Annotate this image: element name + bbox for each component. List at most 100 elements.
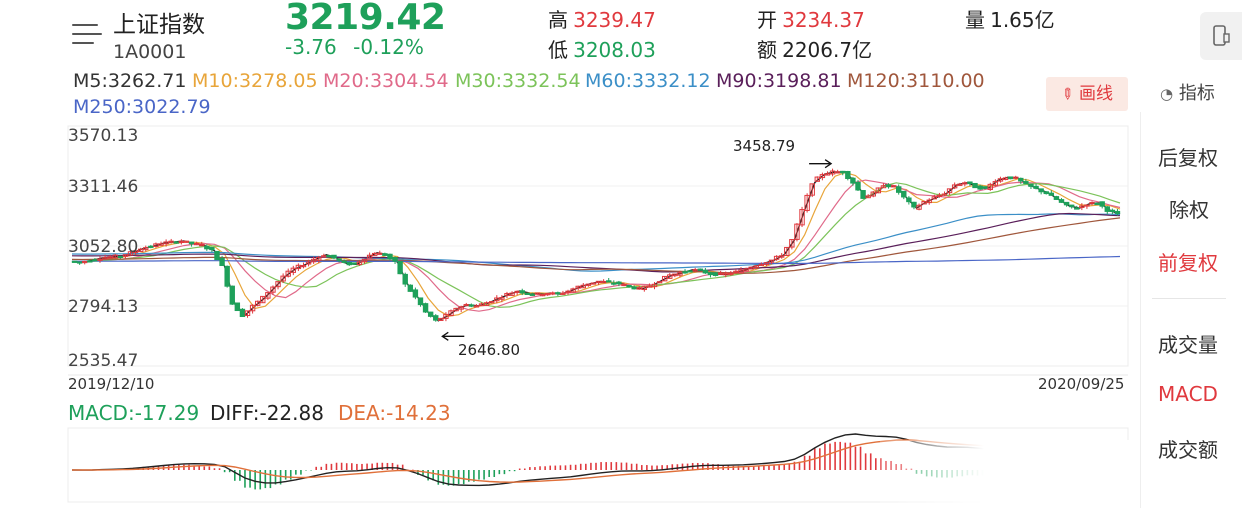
candle-body bbox=[611, 282, 617, 285]
candle-body bbox=[270, 286, 276, 293]
price-change: -3.76 -0.12% bbox=[285, 35, 424, 59]
macd-chart[interactable] bbox=[0, 0, 1140, 508]
x-start-label: 2019/12/10 bbox=[68, 375, 155, 393]
high-value: 3239.47 bbox=[573, 8, 656, 32]
candle-body bbox=[885, 184, 892, 188]
candle-body bbox=[936, 194, 943, 198]
candle-body bbox=[153, 243, 159, 247]
change-value: -3.76 bbox=[285, 35, 337, 59]
ma-line bbox=[71, 171, 1121, 317]
candle-body bbox=[249, 304, 256, 312]
candle-body bbox=[773, 255, 780, 260]
candle-body bbox=[97, 258, 103, 261]
candle-body bbox=[122, 254, 129, 257]
candle-body bbox=[336, 258, 342, 261]
side-item-forward-adjusted[interactable]: 前复权 bbox=[1158, 251, 1218, 275]
candle-body bbox=[112, 254, 118, 259]
side-menu bbox=[1140, 112, 1242, 508]
candle-body bbox=[1013, 176, 1019, 179]
candle-body bbox=[626, 285, 632, 288]
candle-body bbox=[850, 177, 856, 184]
candle-body bbox=[193, 242, 200, 246]
open-label: 开 bbox=[757, 8, 777, 32]
candle-body bbox=[76, 261, 83, 264]
ma-line bbox=[71, 212, 1121, 273]
candle-body bbox=[173, 241, 179, 244]
indicator-button[interactable]: ◔ 指标 bbox=[1160, 79, 1215, 105]
amount-label: 额 bbox=[757, 38, 777, 62]
candle-body bbox=[448, 310, 454, 317]
ma-line bbox=[71, 179, 1121, 312]
candle-body bbox=[677, 272, 683, 276]
candle-body bbox=[453, 307, 459, 312]
low-stat: 低 3208.03 bbox=[548, 34, 656, 63]
ma90-label: M90:3198.81 bbox=[716, 70, 842, 92]
candle-body bbox=[717, 272, 724, 275]
draw-line-label: 画线 bbox=[1078, 84, 1113, 104]
candle-body bbox=[743, 268, 749, 272]
candle-body bbox=[824, 173, 831, 176]
candle-body bbox=[117, 255, 124, 259]
candle-body bbox=[1074, 207, 1080, 210]
candle-body bbox=[504, 293, 510, 296]
candle-body bbox=[901, 190, 907, 198]
candle-body bbox=[310, 258, 317, 263]
candle-body bbox=[137, 248, 144, 253]
side-divider bbox=[1152, 298, 1226, 299]
ma-line bbox=[71, 217, 1121, 274]
candle-body bbox=[941, 193, 948, 196]
y-tick-label: 2535.47 bbox=[68, 351, 139, 371]
candle-body bbox=[738, 269, 744, 274]
phone-icon bbox=[1213, 25, 1230, 46]
candle-body bbox=[433, 315, 439, 321]
candle-body bbox=[763, 262, 770, 265]
stock-name: 上证指数 bbox=[113, 12, 205, 38]
candle-body bbox=[1002, 177, 1009, 181]
side-item-macd[interactable]: MACD bbox=[1158, 382, 1218, 406]
annotation-low bbox=[441, 331, 465, 341]
candle-body bbox=[575, 285, 581, 289]
candle-body bbox=[616, 281, 622, 285]
side-item-back-adjusted[interactable]: 后复权 bbox=[1158, 146, 1218, 170]
fade-overlay bbox=[880, 440, 1140, 508]
candle-body bbox=[422, 303, 429, 313]
candle-body bbox=[478, 303, 485, 307]
candle-body bbox=[183, 240, 190, 243]
candle-body bbox=[427, 311, 434, 317]
candle-body bbox=[489, 301, 495, 304]
volume-value: 1.65亿 bbox=[990, 8, 1055, 32]
candle-body bbox=[880, 185, 887, 189]
side-item-volume[interactable]: 成交量 bbox=[1158, 333, 1218, 357]
candle-body bbox=[199, 244, 205, 247]
candle-body bbox=[1033, 185, 1039, 189]
side-item-ex-rights[interactable]: 除权 bbox=[1169, 198, 1209, 222]
candle-body bbox=[1023, 181, 1029, 184]
candle-body bbox=[229, 285, 235, 305]
device-toggle-button[interactable] bbox=[1200, 12, 1242, 60]
candle-body bbox=[514, 290, 520, 294]
candle-body bbox=[407, 284, 414, 292]
draw-line-button[interactable]: ✎ 画线 bbox=[1046, 77, 1128, 111]
candle-body bbox=[748, 266, 754, 270]
candle-body bbox=[534, 292, 541, 295]
candle-body bbox=[845, 170, 851, 180]
candle-body bbox=[697, 268, 703, 271]
candle-body bbox=[977, 185, 983, 190]
candle-body bbox=[260, 295, 266, 304]
candle-body bbox=[473, 305, 480, 308]
candle-body bbox=[234, 302, 241, 312]
high-stat: 高 3239.47 bbox=[548, 4, 656, 33]
candle-body bbox=[570, 288, 576, 293]
candle-body bbox=[244, 310, 251, 317]
ma-line bbox=[72, 255, 1121, 265]
kline-chart[interactable] bbox=[0, 0, 1140, 400]
candle-body bbox=[92, 259, 98, 262]
candle-body bbox=[438, 317, 444, 321]
candle-body bbox=[819, 174, 826, 179]
candle-body bbox=[1043, 191, 1049, 195]
candle-body bbox=[1089, 201, 1095, 205]
side-item-turnover[interactable]: 成交额 bbox=[1158, 438, 1218, 462]
macd-value: MACD:-17.29 bbox=[68, 401, 200, 425]
candle-body bbox=[855, 181, 861, 191]
menu-icon[interactable] bbox=[72, 24, 102, 48]
